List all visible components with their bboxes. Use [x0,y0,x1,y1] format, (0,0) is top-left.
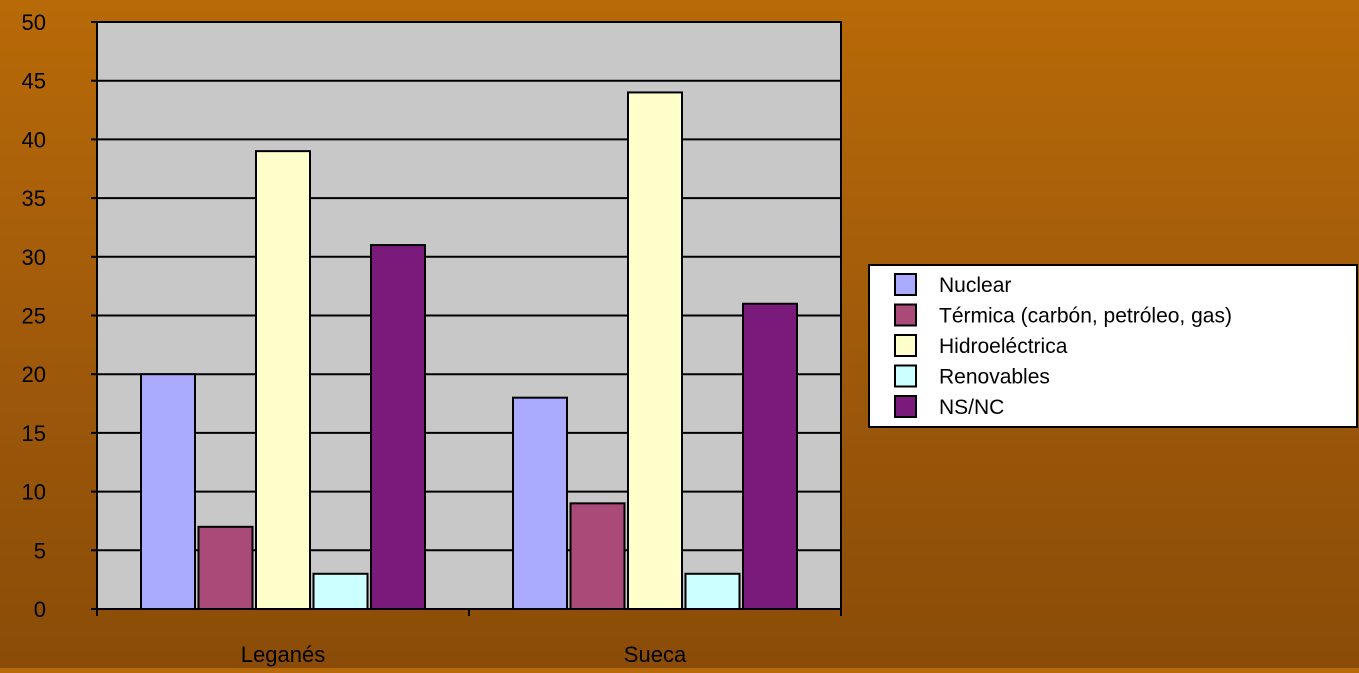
legend-label: Térmica (carbón, petróleo, gas) [939,305,1232,328]
y-axis: 0 5 10 15 20 25 30 35 40 45 50 [22,10,97,622]
y-tick-label: 30 [22,245,46,270]
y-tick-label: 15 [22,421,46,446]
legend-label: Hidroeléctrica [939,335,1068,358]
y-tick-label: 35 [22,186,46,211]
x-axis: Leganés Sueca [91,608,842,667]
y-tick-label: 50 [22,10,46,35]
legend: Nuclear Térmica (carbón, petróleo, gas) Hi… [868,264,1358,428]
bar [370,244,426,610]
bar [140,373,196,611]
legend-label: Nuclear [939,274,1011,297]
legend-box [868,264,1358,428]
bar [627,91,683,610]
legend-swatch [894,303,917,327]
y-tick-label: 5 [34,538,46,563]
y-tick-label: 25 [22,304,46,329]
legend-swatch [894,273,917,296]
legend-swatch [894,395,917,418]
legend-label: NS/NC [939,396,1004,419]
legend-swatch [894,334,917,357]
bar [684,572,741,611]
bar [255,150,311,610]
y-tick-label: 40 [22,127,46,152]
y-tick-label: 10 [22,480,46,505]
y-tick-label: 45 [22,69,46,94]
y-tick-label: 0 [34,597,46,622]
plot-area [96,21,842,610]
bar [312,572,369,611]
bar [742,302,798,610]
bar [197,525,254,611]
y-tick-label: 20 [22,362,46,387]
legend-label: Renovables [939,366,1050,389]
bars [140,91,798,611]
bar [569,502,626,610]
x-tick-label: Sueca [624,642,687,667]
bar [512,396,568,610]
x-tick-label: Leganés [241,642,325,667]
legend-swatch [894,364,917,388]
